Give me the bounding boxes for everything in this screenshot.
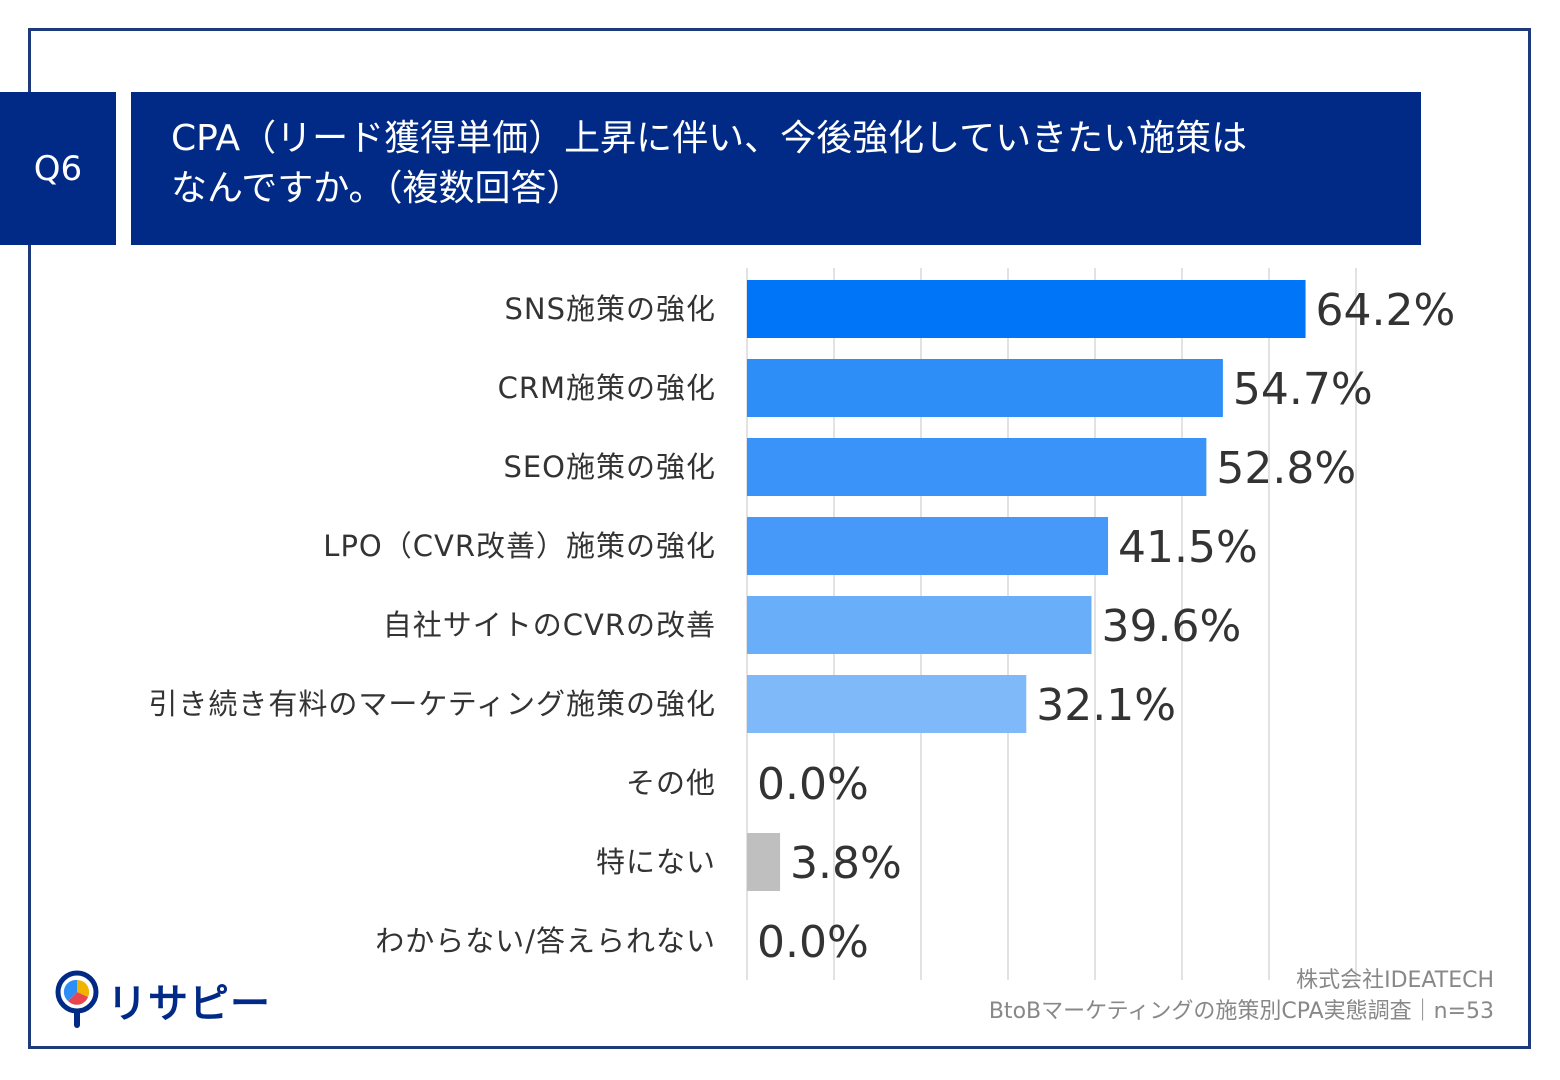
bar bbox=[747, 675, 1027, 733]
value-label: 0.0% bbox=[757, 759, 869, 810]
question-title-line-2: なんですか。（複数回答） bbox=[171, 168, 583, 209]
value-label: 0.0% bbox=[757, 917, 869, 968]
bar bbox=[747, 833, 781, 891]
source-survey: BtoBマーケティングの施策別CPA実態調査｜n=53 bbox=[988, 999, 1494, 1024]
category-labels: SNS施策の強化 CRM施策の強化 SEO施策の強化 LPO（CVR改善）施策の強化自… bbox=[148, 292, 716, 958]
category-label: 引き続き有料のマーケティング施策の強化 bbox=[148, 687, 716, 721]
logo-text: リサピー bbox=[107, 981, 271, 1027]
bar bbox=[747, 359, 1223, 417]
value-label: 41.5% bbox=[1118, 522, 1258, 573]
category-label: LPO（CVR改善）施策の強化 bbox=[323, 529, 716, 563]
category-label: わからない/答えられない bbox=[375, 924, 716, 958]
brand-logo: リサピー bbox=[55, 970, 271, 1030]
category-label: その他 bbox=[626, 766, 716, 800]
chart-frame bbox=[28, 28, 1531, 1049]
value-label: 54.7% bbox=[1233, 364, 1373, 415]
bar bbox=[747, 517, 1109, 575]
value-label: 3.8% bbox=[790, 838, 902, 889]
bar bbox=[747, 438, 1207, 496]
value-label: 52.8% bbox=[1216, 443, 1356, 494]
category-label: CRM施策の強化 bbox=[498, 371, 716, 405]
value-label: 39.6% bbox=[1102, 601, 1242, 652]
source-note: 株式会社IDEATECH BtoBマーケティングの施策別CPA実態調査｜n=53 bbox=[989, 965, 1494, 1027]
value-label: 32.1% bbox=[1036, 680, 1176, 731]
question-title-line-1: CPA（リード獲得単価）上昇に伴い、今後強化していきたい施策は bbox=[171, 118, 1248, 159]
category-label: 特にない bbox=[596, 845, 716, 879]
question-badge: Q6 bbox=[0, 92, 116, 245]
category-label: SNS施策の強化 bbox=[504, 292, 716, 326]
value-label: 64.2% bbox=[1316, 285, 1456, 336]
category-label: SEO施策の強化 bbox=[503, 450, 716, 484]
pin-pie-icon bbox=[55, 970, 99, 1028]
source-company: 株式会社IDEATECH bbox=[1296, 968, 1494, 993]
bar bbox=[747, 596, 1092, 654]
value-labels: 64.2% 54.7% 52.8% 41.5% 39.6% 32.1% 0.0% 3.8% 0.… bbox=[757, 285, 1455, 968]
question-title: CPA（リード獲得単価）上昇に伴い、今後強化していきたい施策は なんですか。（複… bbox=[131, 92, 1421, 245]
bar bbox=[747, 280, 1306, 338]
category-label: 自社サイトのCVRの改善 bbox=[383, 608, 716, 642]
bars bbox=[747, 280, 1306, 891]
